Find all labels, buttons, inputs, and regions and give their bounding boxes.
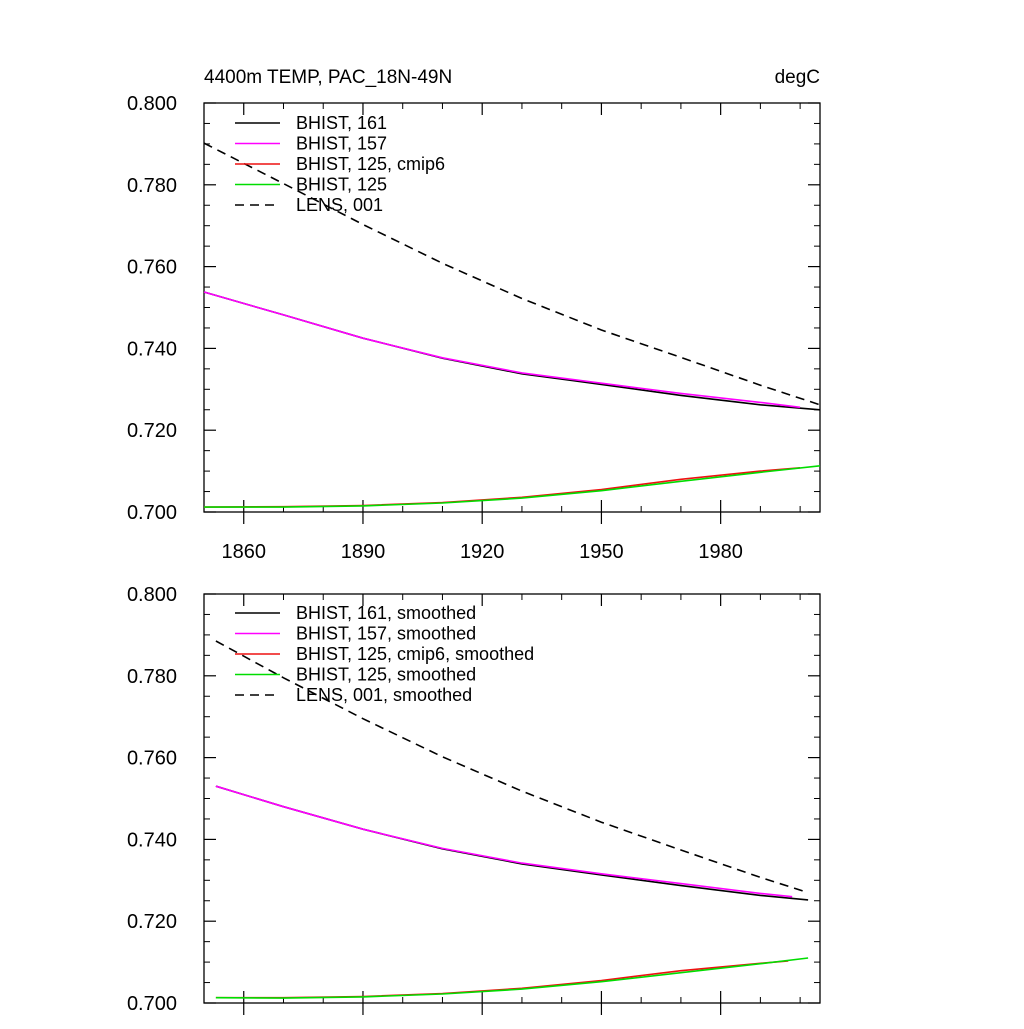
y-tick-label: 0.720	[127, 911, 177, 933]
y-tick-label: 0.780	[127, 666, 177, 688]
y-tick-label: 0.800	[127, 93, 177, 115]
series-line-2	[203, 291, 801, 409]
legend-label-5: LENS, 001, smoothed	[296, 685, 472, 705]
series-line-5	[215, 640, 809, 894]
legend-label-2: BHIST, 157, smoothed	[296, 624, 476, 644]
x-tick-label: 1980	[698, 541, 743, 563]
x-tick-label: 1950	[579, 541, 624, 563]
legend-label-5: LENS, 001	[296, 195, 383, 215]
legend-label-4: BHIST, 125, smoothed	[296, 665, 476, 685]
y-tick-label: 0.740	[127, 829, 177, 851]
legend-label-4: BHIST, 125	[296, 175, 387, 195]
x-tick-label: 1920	[460, 541, 505, 563]
series-line-1	[215, 785, 809, 901]
y-tick-label: 0.700	[127, 502, 177, 524]
x-tick-label: 1860	[221, 541, 266, 563]
chart-units: degC	[775, 67, 820, 88]
legend-label-3: BHIST, 125, cmip6	[296, 154, 445, 174]
y-tick-label: 0.760	[127, 257, 177, 279]
series-line-1	[203, 291, 821, 411]
legend-label-1: BHIST, 161	[296, 113, 387, 133]
panel-2: 0.700 0.720 0.740 0.760 0.780 0.800 BHIST, 161…	[127, 584, 821, 1015]
series-line-3	[203, 467, 801, 508]
y-tick-label: 0.760	[127, 748, 177, 770]
legend-label-1: BHIST, 161, smoothed	[296, 603, 476, 623]
series-line-3	[215, 960, 789, 999]
panel-1: 0.700 0.720 0.740 0.760 0.780 0.800 1860 1890 19…	[127, 93, 821, 563]
y-tick-label: 0.720	[127, 420, 177, 442]
y-tick-label: 0.780	[127, 175, 177, 197]
legend-label-2: BHIST, 157	[296, 134, 387, 154]
y-tick-label: 0.800	[127, 584, 177, 606]
series-line-2	[215, 785, 793, 898]
y-tick-label: 0.740	[127, 338, 177, 360]
series-line-5	[203, 142, 821, 406]
y-tick-label: 0.700	[127, 993, 177, 1015]
series-line-4	[204, 465, 821, 508]
legend-label-3: BHIST, 125, cmip6, smoothed	[296, 644, 534, 664]
x-tick-label: 1890	[341, 541, 386, 563]
series-line-4	[215, 957, 809, 999]
chart-title: 4400m TEMP, PAC_18N-49N	[204, 67, 452, 88]
chart-panels: 0.700 0.720 0.740 0.760 0.780 0.800 1860 1890 19…	[127, 93, 821, 1015]
